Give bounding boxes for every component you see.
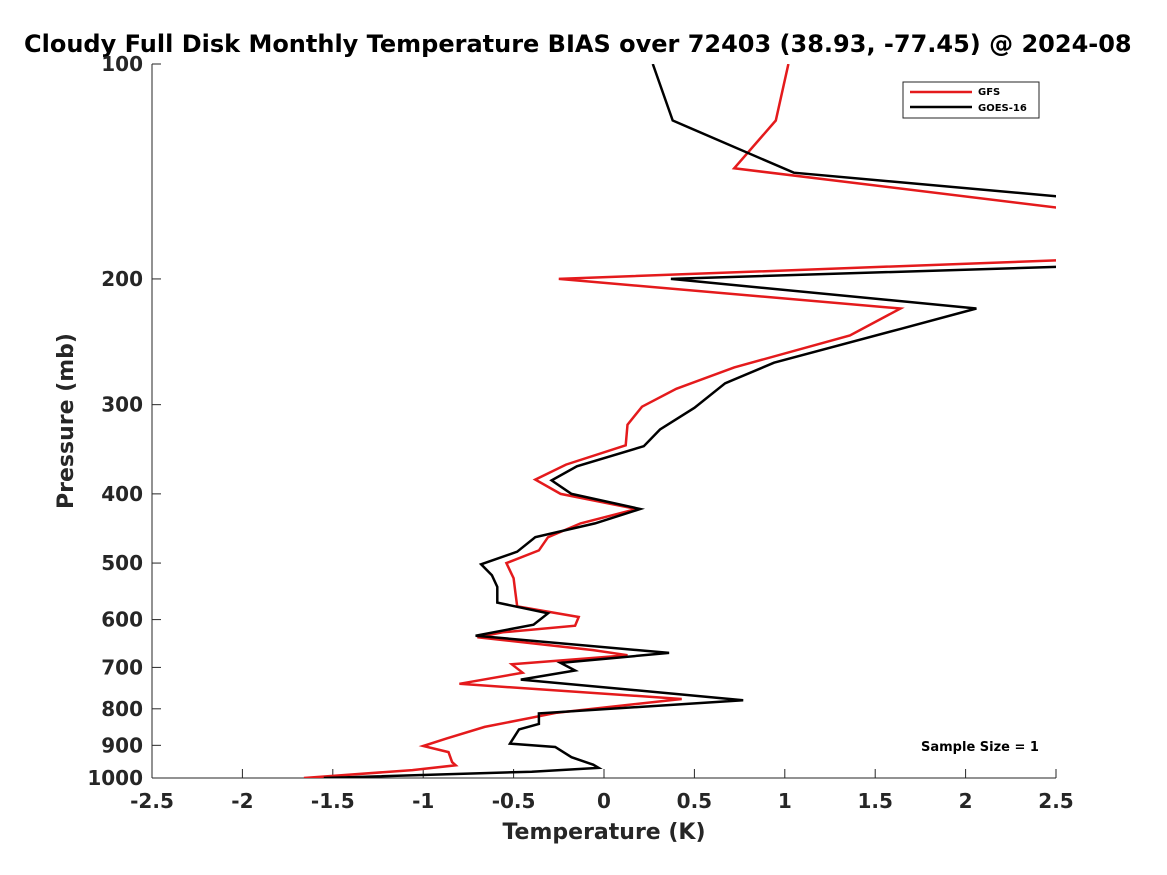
legend-label-goes-16: GOES-16: [978, 103, 1027, 114]
chart-title: Cloudy Full Disk Monthly Temperature BIA…: [24, 30, 1132, 58]
x-tick-label: -2: [231, 789, 253, 813]
sample-size-annotation: Sample Size = 1: [921, 740, 1039, 755]
x-tick-label: -1: [412, 789, 434, 813]
y-tick-label: 800: [101, 697, 143, 721]
plot-area: [152, 64, 1056, 778]
x-tick-label: 1: [778, 789, 792, 813]
x-axis-ticks: -2.5 -2 -1.5 -1 -0.5 0 0.5 1 1.5 2 2.5: [130, 769, 1074, 813]
series-line-goes-16: [323, 64, 1056, 778]
y-tick-label: 600: [101, 608, 143, 632]
x-tick-label: 0.5: [677, 789, 712, 813]
y-tick-label: 700: [101, 655, 143, 679]
y-axis-label: Pressure (mb): [54, 333, 79, 509]
x-tick-label: -1.5: [311, 789, 355, 813]
x-tick-label: -0.5: [492, 789, 536, 813]
legend-label-gfs: GFS: [978, 87, 1000, 98]
x-tick-label: 2.5: [1038, 789, 1073, 813]
series-lines: [303, 64, 1056, 778]
x-tick-label: -2.5: [130, 789, 174, 813]
series-line-gfs: [303, 64, 1056, 778]
legend-box: [902, 81, 1040, 119]
y-tick-label: 900: [101, 733, 143, 757]
y-tick-label: 100: [101, 52, 143, 76]
x-tick-label: 2: [959, 789, 973, 813]
y-tick-label: 300: [101, 393, 143, 417]
x-axis-label: Temperature (K): [502, 820, 705, 845]
x-tick-label: 1.5: [857, 789, 892, 813]
y-tick-label: 1000: [87, 766, 143, 790]
y-axis-ticks: 100 200 300 400 500 600 700 800 900 1000: [87, 52, 161, 790]
y-tick-label: 200: [101, 267, 143, 291]
legend: GFS GOES-16: [902, 81, 1040, 119]
y-tick-label: 400: [101, 482, 143, 506]
y-tick-label: 500: [101, 551, 143, 575]
x-tick-label: 0: [597, 789, 611, 813]
